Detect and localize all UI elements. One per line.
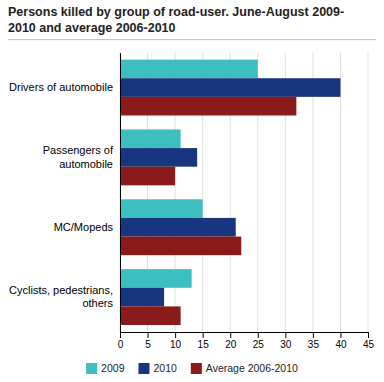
x-tick-label: 35 xyxy=(308,339,320,350)
y-tick-label: Passengers of automobile xyxy=(43,144,114,169)
bar xyxy=(120,199,203,218)
y-tick-label-line: Passengers of xyxy=(43,144,114,156)
x-tick-mark xyxy=(285,332,286,338)
series xyxy=(120,97,296,325)
bar xyxy=(120,306,181,325)
x-tick: 5 xyxy=(145,332,151,350)
bar xyxy=(120,269,192,288)
y-tick-label-line: automobile xyxy=(59,158,113,170)
y-tick: Drivers of automobile xyxy=(9,81,120,93)
bar xyxy=(120,129,181,148)
x-tick: 40 xyxy=(335,332,347,350)
y-tick-label: Cyclists, pedestrians,others xyxy=(9,284,113,309)
x-tick-label: 40 xyxy=(335,339,347,350)
x-tick: 25 xyxy=(253,332,265,350)
x-tick-mark xyxy=(120,332,121,338)
x-tick: 30 xyxy=(280,332,292,350)
bar xyxy=(120,97,296,116)
x-tick-mark xyxy=(203,332,204,338)
bar xyxy=(120,288,164,307)
y-axis-line xyxy=(120,53,121,332)
x-tick-label: 10 xyxy=(170,339,182,350)
bar xyxy=(120,60,258,79)
x-tick-mark xyxy=(258,332,259,338)
y-tick: Cyclists, pedestrians,others xyxy=(9,284,120,309)
x-tick: 0 xyxy=(118,332,124,350)
bar xyxy=(120,78,340,97)
grid-line xyxy=(120,53,121,332)
x-tick-label: 20 xyxy=(225,339,237,350)
grid xyxy=(120,53,368,332)
y-tick: MC/Mopeds xyxy=(54,221,120,233)
x-tick-mark xyxy=(175,332,176,338)
title: Persons killed by group of road-user. Ju… xyxy=(8,5,344,35)
x-tick: 10 xyxy=(170,332,182,350)
legend-item: 2009 xyxy=(86,362,125,374)
legend-item: 2010 xyxy=(138,362,177,374)
y-tick-label-line: Drivers of automobile xyxy=(9,81,113,93)
x-tick: 20 xyxy=(225,332,237,350)
x-tick-mark xyxy=(230,332,231,338)
legend-swatch xyxy=(138,363,149,374)
plot: 0 5 10 15 20 25 30 35 40 45 Drivers of automobile P… xyxy=(9,53,374,350)
title-rule xyxy=(8,39,376,40)
x-tick-mark xyxy=(313,332,314,338)
x-tick-label: 30 xyxy=(280,339,292,350)
x-tick-mark xyxy=(148,332,149,338)
title-line: 2010 and average 2006-2010 xyxy=(8,21,176,35)
x-tick: 45 xyxy=(363,332,375,350)
x-tick-label: 0 xyxy=(118,339,124,350)
title-line: Persons killed by group of road-user. Ju… xyxy=(8,5,344,19)
legend-label: Average 2006-2010 xyxy=(206,362,298,374)
y-tick-label: MC/Mopeds xyxy=(54,221,114,233)
y-tick-label: Drivers of automobile xyxy=(9,81,113,93)
grid-line xyxy=(368,53,369,332)
y-tick-label-line: MC/Mopeds xyxy=(54,221,114,233)
y-tick-label-line: others xyxy=(82,297,113,309)
x-tick-mark xyxy=(368,332,369,338)
legend-label: 2009 xyxy=(101,362,125,374)
x-tick-label: 5 xyxy=(145,339,151,350)
x-tick: 35 xyxy=(308,332,320,350)
chart: Persons killed by group of road-user. Ju… xyxy=(0,0,384,382)
legend-item: Average 2006-2010 xyxy=(191,362,298,374)
y-axis: Drivers of automobile Passengers of automo… xyxy=(9,53,120,332)
y-tick: Passengers of automobile xyxy=(43,144,120,169)
legend: 2009 2010 Average 2006-2010 xyxy=(86,362,298,374)
bars xyxy=(120,60,340,325)
bar xyxy=(120,218,236,237)
x-axis: 0 5 10 15 20 25 30 35 40 45 xyxy=(118,332,375,350)
bar xyxy=(120,167,175,186)
y-tick-label-line: Cyclists, pedestrians, xyxy=(9,284,113,296)
series xyxy=(120,78,340,306)
x-tick-mark xyxy=(340,332,341,338)
x-tick-label: 45 xyxy=(363,339,375,350)
x-axis-line xyxy=(121,333,369,339)
x-tick: 15 xyxy=(198,332,210,350)
legend-label: 2010 xyxy=(153,362,177,374)
legend-swatch xyxy=(191,363,202,374)
legend-swatch xyxy=(86,363,97,374)
x-tick-label: 25 xyxy=(253,339,265,350)
bar xyxy=(120,237,241,256)
bar xyxy=(120,148,197,167)
x-tick-label: 15 xyxy=(198,339,210,350)
